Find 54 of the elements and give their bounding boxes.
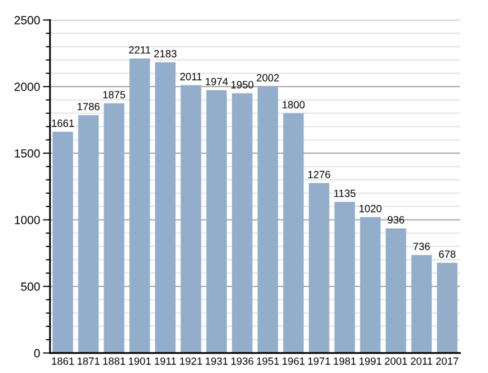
x-tick-label: 2001: [384, 357, 408, 365]
bar: [258, 86, 278, 353]
x-tick-label: 2011: [410, 357, 432, 365]
data-label: 2183: [154, 50, 176, 58]
bar: [180, 85, 202, 353]
x-tick-label: 1881: [103, 357, 126, 365]
x-tick-label: 1981: [334, 357, 356, 365]
x-tick-label: 1901: [128, 357, 151, 365]
y-tick-label: 2000: [14, 82, 40, 91]
y-tick-label: 500: [21, 282, 40, 291]
data-label: 1950: [231, 81, 254, 88]
y-tick-label: 2500: [14, 16, 40, 24]
x-tick-label: 1911: [154, 357, 176, 365]
x-tick-label: 1961: [282, 357, 305, 365]
data-label: 1661: [52, 120, 74, 127]
bar: [129, 58, 150, 353]
data-label: 2002: [256, 74, 279, 82]
data-label: 2011: [180, 72, 202, 80]
bar: [78, 115, 99, 353]
x-tick-label: 1861: [52, 357, 74, 365]
data-label: 1135: [334, 190, 356, 197]
x-tick-label: 1951: [257, 357, 279, 365]
data-label: 1276: [308, 170, 330, 178]
x-tick-label: 2017: [436, 357, 458, 365]
bar: [206, 90, 227, 353]
bar: [52, 132, 74, 353]
bar: [360, 217, 381, 353]
data-label: 2211: [129, 46, 150, 54]
bar: [411, 254, 432, 353]
x-tick-label: 1931: [206, 357, 228, 365]
data-label: 1875: [103, 91, 126, 98]
bar: [334, 202, 355, 353]
y-tick-label: 1500: [14, 149, 40, 158]
bar: [386, 228, 406, 353]
data-label: 1800: [282, 101, 305, 108]
bar: [104, 103, 124, 353]
data-label: 1020: [360, 204, 382, 212]
data-label: 1974: [206, 78, 228, 86]
bar: [436, 262, 458, 353]
x-tick-label: 1971: [308, 357, 330, 365]
data-label: 1786: [78, 102, 100, 110]
bar: [155, 62, 176, 353]
data-label: 678: [439, 250, 456, 258]
bar: [232, 93, 252, 353]
x-tick-label: 1921: [180, 357, 202, 365]
data-label: 736: [413, 242, 430, 250]
x-tick-label: 1871: [78, 357, 100, 365]
bar: [308, 183, 330, 353]
data-label: 936: [388, 216, 404, 224]
y-tick-label: 0: [34, 349, 40, 358]
bar: [283, 113, 304, 353]
x-tick-label: 1991: [360, 357, 382, 365]
y-tick-label: 1000: [14, 216, 40, 224]
x-tick-label: 1936: [231, 357, 254, 365]
